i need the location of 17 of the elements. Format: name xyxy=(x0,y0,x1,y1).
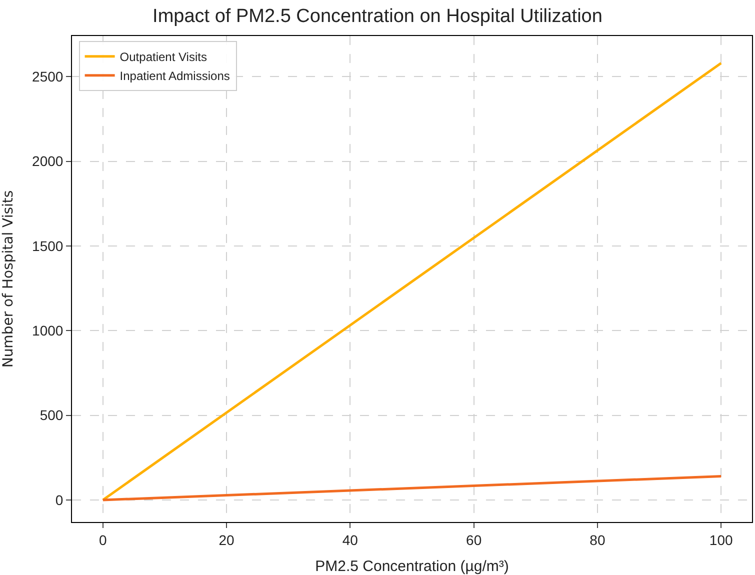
x-tick-label: 60 xyxy=(466,532,482,548)
y-tick-label: 1500 xyxy=(32,238,64,254)
x-tick-label: 80 xyxy=(590,532,606,548)
x-tick-label: 20 xyxy=(218,532,235,548)
chart-title: Impact of PM2.5 Concentration on Hospital Utilization xyxy=(152,6,602,27)
x-tick-label: 0 xyxy=(99,532,108,548)
legend-label: Outpatient Visits xyxy=(120,50,207,64)
y-tick-label: 500 xyxy=(40,407,64,424)
y-axis-title: Number of Hospital Visits xyxy=(0,190,17,368)
x-tick-label: 100 xyxy=(709,532,733,548)
x-tick-label: 40 xyxy=(342,532,358,548)
y-tick-label: 0 xyxy=(55,492,64,508)
x-axis-title: PM2.5 Concentration (µg/m³) xyxy=(315,558,509,575)
y-tick-label: 2000 xyxy=(32,153,64,170)
y-tick-label: 2500 xyxy=(32,68,64,85)
y-tick-label: 1000 xyxy=(32,322,64,339)
legend-label: Inpatient Admissions xyxy=(120,69,230,84)
